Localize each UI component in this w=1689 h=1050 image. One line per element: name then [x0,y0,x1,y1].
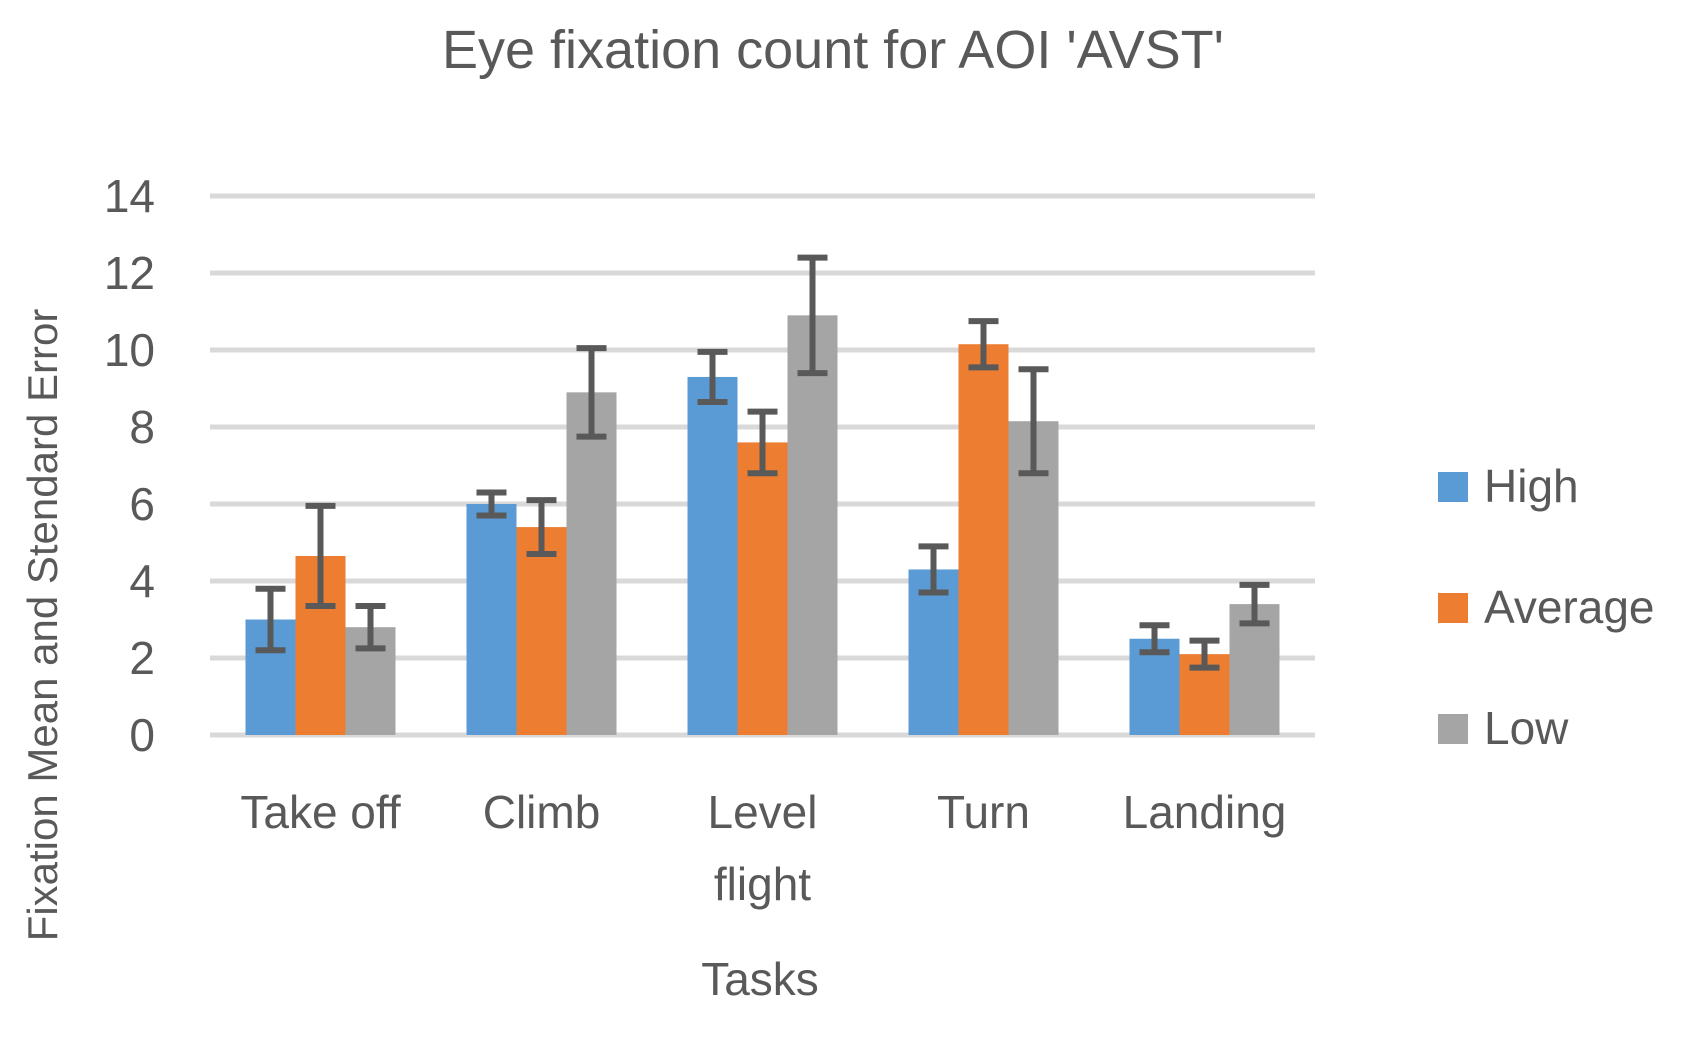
error-bars [255,254,1270,671]
bar-series [245,315,1280,735]
error-bar [1189,637,1220,671]
error-bar [1139,622,1170,656]
y-tick-label: 10 [104,324,155,376]
x-tick-labels: Take off Climb Level flight Turn Landing [240,786,1286,910]
x-axis-label: Tasks [701,953,819,1005]
bar-average [737,442,788,735]
y-tick-label: 2 [129,632,155,684]
chart-title: Eye fixation count for AOI 'AVST' [442,20,1224,80]
bar-high [908,569,959,735]
y-tick-label: 6 [129,478,155,530]
error-bar [355,603,386,652]
bar-low [787,315,838,735]
legend-swatch [1438,472,1468,502]
y-tick-label: 14 [104,170,155,222]
legend-item-low: Low [1438,702,1569,754]
bar-average [516,527,567,735]
legend-label: Average [1484,581,1655,633]
x-tick-label: Climb [483,786,601,838]
error-bar [476,489,507,519]
y-tick-labels: 0 2 4 6 8 10 12 14 [104,170,155,761]
legend: High Average Low [1438,460,1655,754]
error-bar [697,348,728,405]
error-bar [526,497,557,558]
y-tick-label: 4 [129,555,155,607]
bar-low [566,392,617,735]
legend-label: Low [1484,702,1569,754]
x-tick-label: Level flight [708,786,818,910]
error-bar [576,345,607,440]
error-bar [918,543,949,596]
legend-swatch [1438,714,1468,744]
x-tick-label: Take off [240,786,400,838]
bar-high [466,504,517,735]
y-axis-label: Fixation Mean and Stendard Error [19,309,66,942]
error-bar [968,318,999,371]
error-bar [255,585,286,654]
error-bar [747,408,778,477]
error-bar [797,254,828,377]
legend-label: High [1484,460,1579,512]
bar-high [687,376,738,735]
x-tick-label: Landing [1123,786,1287,838]
bar-average [958,344,1009,735]
legend-item-average: Average [1438,581,1655,633]
error-bar [305,502,336,610]
x-tick-label: Turn [937,786,1030,838]
y-tick-label: 0 [129,709,155,761]
y-tick-label: 12 [104,247,155,299]
error-bar [1239,581,1270,627]
error-bar [1018,366,1049,477]
y-tick-label: 8 [129,401,155,453]
legend-item-high: High [1438,460,1579,512]
legend-swatch [1438,593,1468,623]
